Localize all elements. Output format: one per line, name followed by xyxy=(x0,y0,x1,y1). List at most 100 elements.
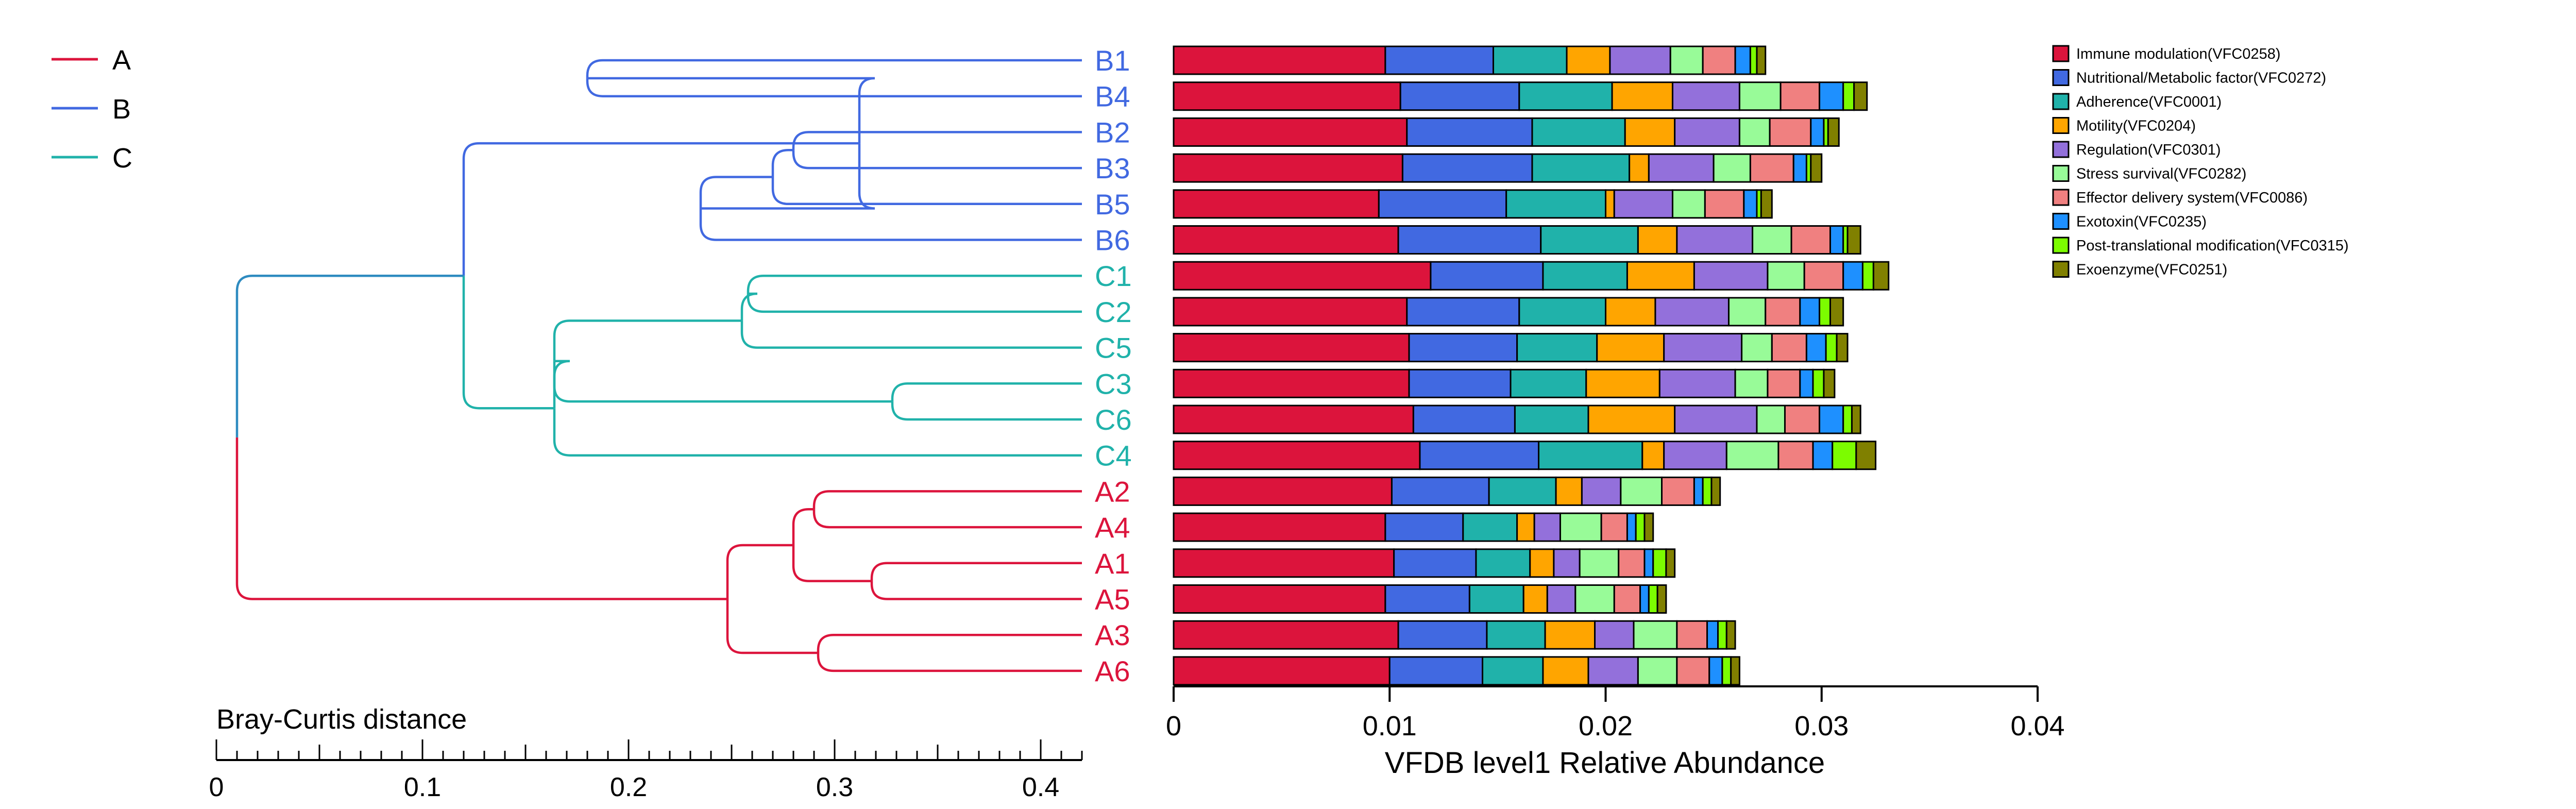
bar-segment xyxy=(1173,404,1414,434)
leaf-label-B1: B1 xyxy=(1095,44,1130,77)
abundance-tick-label: 0.02 xyxy=(1579,711,1633,741)
legend-swatch xyxy=(2052,117,2070,134)
dendrogram-link xyxy=(891,401,1082,421)
bar-segment xyxy=(1734,45,1751,75)
legend-swatch xyxy=(2052,45,2070,62)
leaf-label-C5: C5 xyxy=(1095,332,1132,364)
dendrogram-link xyxy=(747,294,1082,313)
bar-segment xyxy=(1693,261,1769,291)
bar-segment xyxy=(1613,584,1641,614)
distance-axis: Bray-Curtis distance 0 0.1 0.2 0.3 0.4 xyxy=(209,704,1083,802)
bar-segment xyxy=(1665,548,1676,578)
leaf-label-C6: C6 xyxy=(1095,403,1132,436)
leaf-label-A4: A4 xyxy=(1095,511,1130,544)
bar-segment xyxy=(1741,333,1773,363)
bar-segment xyxy=(1514,404,1589,434)
bar-segment xyxy=(1810,117,1825,147)
bar-segment xyxy=(1658,368,1736,398)
bar-segment xyxy=(1643,512,1654,542)
dendrogram-link xyxy=(553,360,570,409)
bar-segment xyxy=(1637,225,1678,255)
bar-segment xyxy=(1738,117,1771,147)
bar-segment xyxy=(1771,333,1807,363)
legend-swatch xyxy=(2052,237,2070,254)
dendrogram-link xyxy=(462,142,859,276)
dendrogram-link xyxy=(586,59,1082,78)
dendrogram-link xyxy=(553,319,742,361)
bar-segment xyxy=(1542,656,1589,686)
stacked-bars xyxy=(1173,45,1890,686)
bar-segment xyxy=(1861,261,1874,291)
bar-segment xyxy=(1173,189,1380,219)
dendrogram-link xyxy=(792,150,1082,170)
dendrogram-link xyxy=(553,361,892,403)
bar-segment xyxy=(1406,297,1520,327)
bar-segment xyxy=(1827,117,1840,147)
dendrogram-link xyxy=(235,274,464,437)
dendrogram-link xyxy=(586,78,1082,97)
bar-segment xyxy=(1546,584,1577,614)
bar-segment xyxy=(1674,117,1740,147)
legend-swatch xyxy=(2052,165,2070,182)
cluster-legend: ABC xyxy=(52,45,132,174)
dendrogram-link xyxy=(740,292,758,321)
bar-segment xyxy=(1626,261,1695,291)
bar-segment xyxy=(1767,368,1801,398)
bar-segment xyxy=(1173,297,1408,327)
bar-segment xyxy=(1790,225,1832,255)
bar-segment xyxy=(1544,620,1596,650)
distance-tick-label: 0.1 xyxy=(404,772,441,802)
dendrogram-link xyxy=(771,149,793,177)
distance-tick-label: 0.3 xyxy=(816,772,853,802)
bar-segment xyxy=(1173,153,1403,183)
bar-segment xyxy=(1842,261,1863,291)
bar-segment xyxy=(1585,368,1660,398)
dendrogram-link xyxy=(587,77,875,144)
bar-segment xyxy=(1391,476,1490,506)
bar-segment xyxy=(1842,404,1853,434)
bar-segment xyxy=(1853,81,1868,111)
bar-segment xyxy=(1635,512,1646,542)
abundance-axis: VFDB level1 Relative Abundance 0 0.01 0.02… xyxy=(1166,685,2065,780)
bar-segment xyxy=(1749,45,1758,75)
bar-segment xyxy=(1596,333,1665,363)
dendrogram-link xyxy=(699,176,773,209)
bar-segment xyxy=(1401,153,1533,183)
bar-segment xyxy=(1624,117,1676,147)
dendrogram-link xyxy=(792,545,872,582)
bar-segment xyxy=(1812,368,1825,398)
bar-segment xyxy=(1419,441,1540,470)
bar-segment xyxy=(1717,620,1727,650)
bar-segment xyxy=(1708,656,1723,686)
bar-segment xyxy=(1652,548,1667,578)
bar-segment xyxy=(1704,189,1745,219)
bar-segment xyxy=(1767,261,1805,291)
abundance-tick-label: 0.03 xyxy=(1794,711,1849,741)
bar-segment xyxy=(1430,261,1544,291)
legend-label: Post-translational modification(VFC0315) xyxy=(2076,238,2349,254)
dendrogram-link xyxy=(891,382,1082,402)
bar-segment xyxy=(1406,117,1533,147)
bar-segment xyxy=(1760,189,1773,219)
bar-segment xyxy=(1829,297,1844,327)
bar-segment xyxy=(1173,117,1408,147)
bar-segment xyxy=(1663,333,1743,363)
bar-segment xyxy=(1812,441,1834,470)
bar-segment xyxy=(1587,404,1676,434)
bar-segment xyxy=(1605,297,1656,327)
legend-swatch xyxy=(2052,213,2070,230)
leaf-label-B5: B5 xyxy=(1095,188,1130,221)
bar-segment xyxy=(1384,45,1494,75)
bar-segment xyxy=(1803,261,1844,291)
dendrogram-link xyxy=(812,509,1082,529)
bar-segment xyxy=(1780,81,1821,111)
dendrogram-link xyxy=(462,276,554,410)
leaf-label-A6: A6 xyxy=(1095,655,1130,687)
bar-segment xyxy=(1819,404,1844,434)
bar-segment xyxy=(1173,620,1399,650)
bar-segment xyxy=(1555,476,1583,506)
bar-segment xyxy=(1531,117,1626,147)
legend-label: Stress survival(VFC0282) xyxy=(2076,166,2246,182)
